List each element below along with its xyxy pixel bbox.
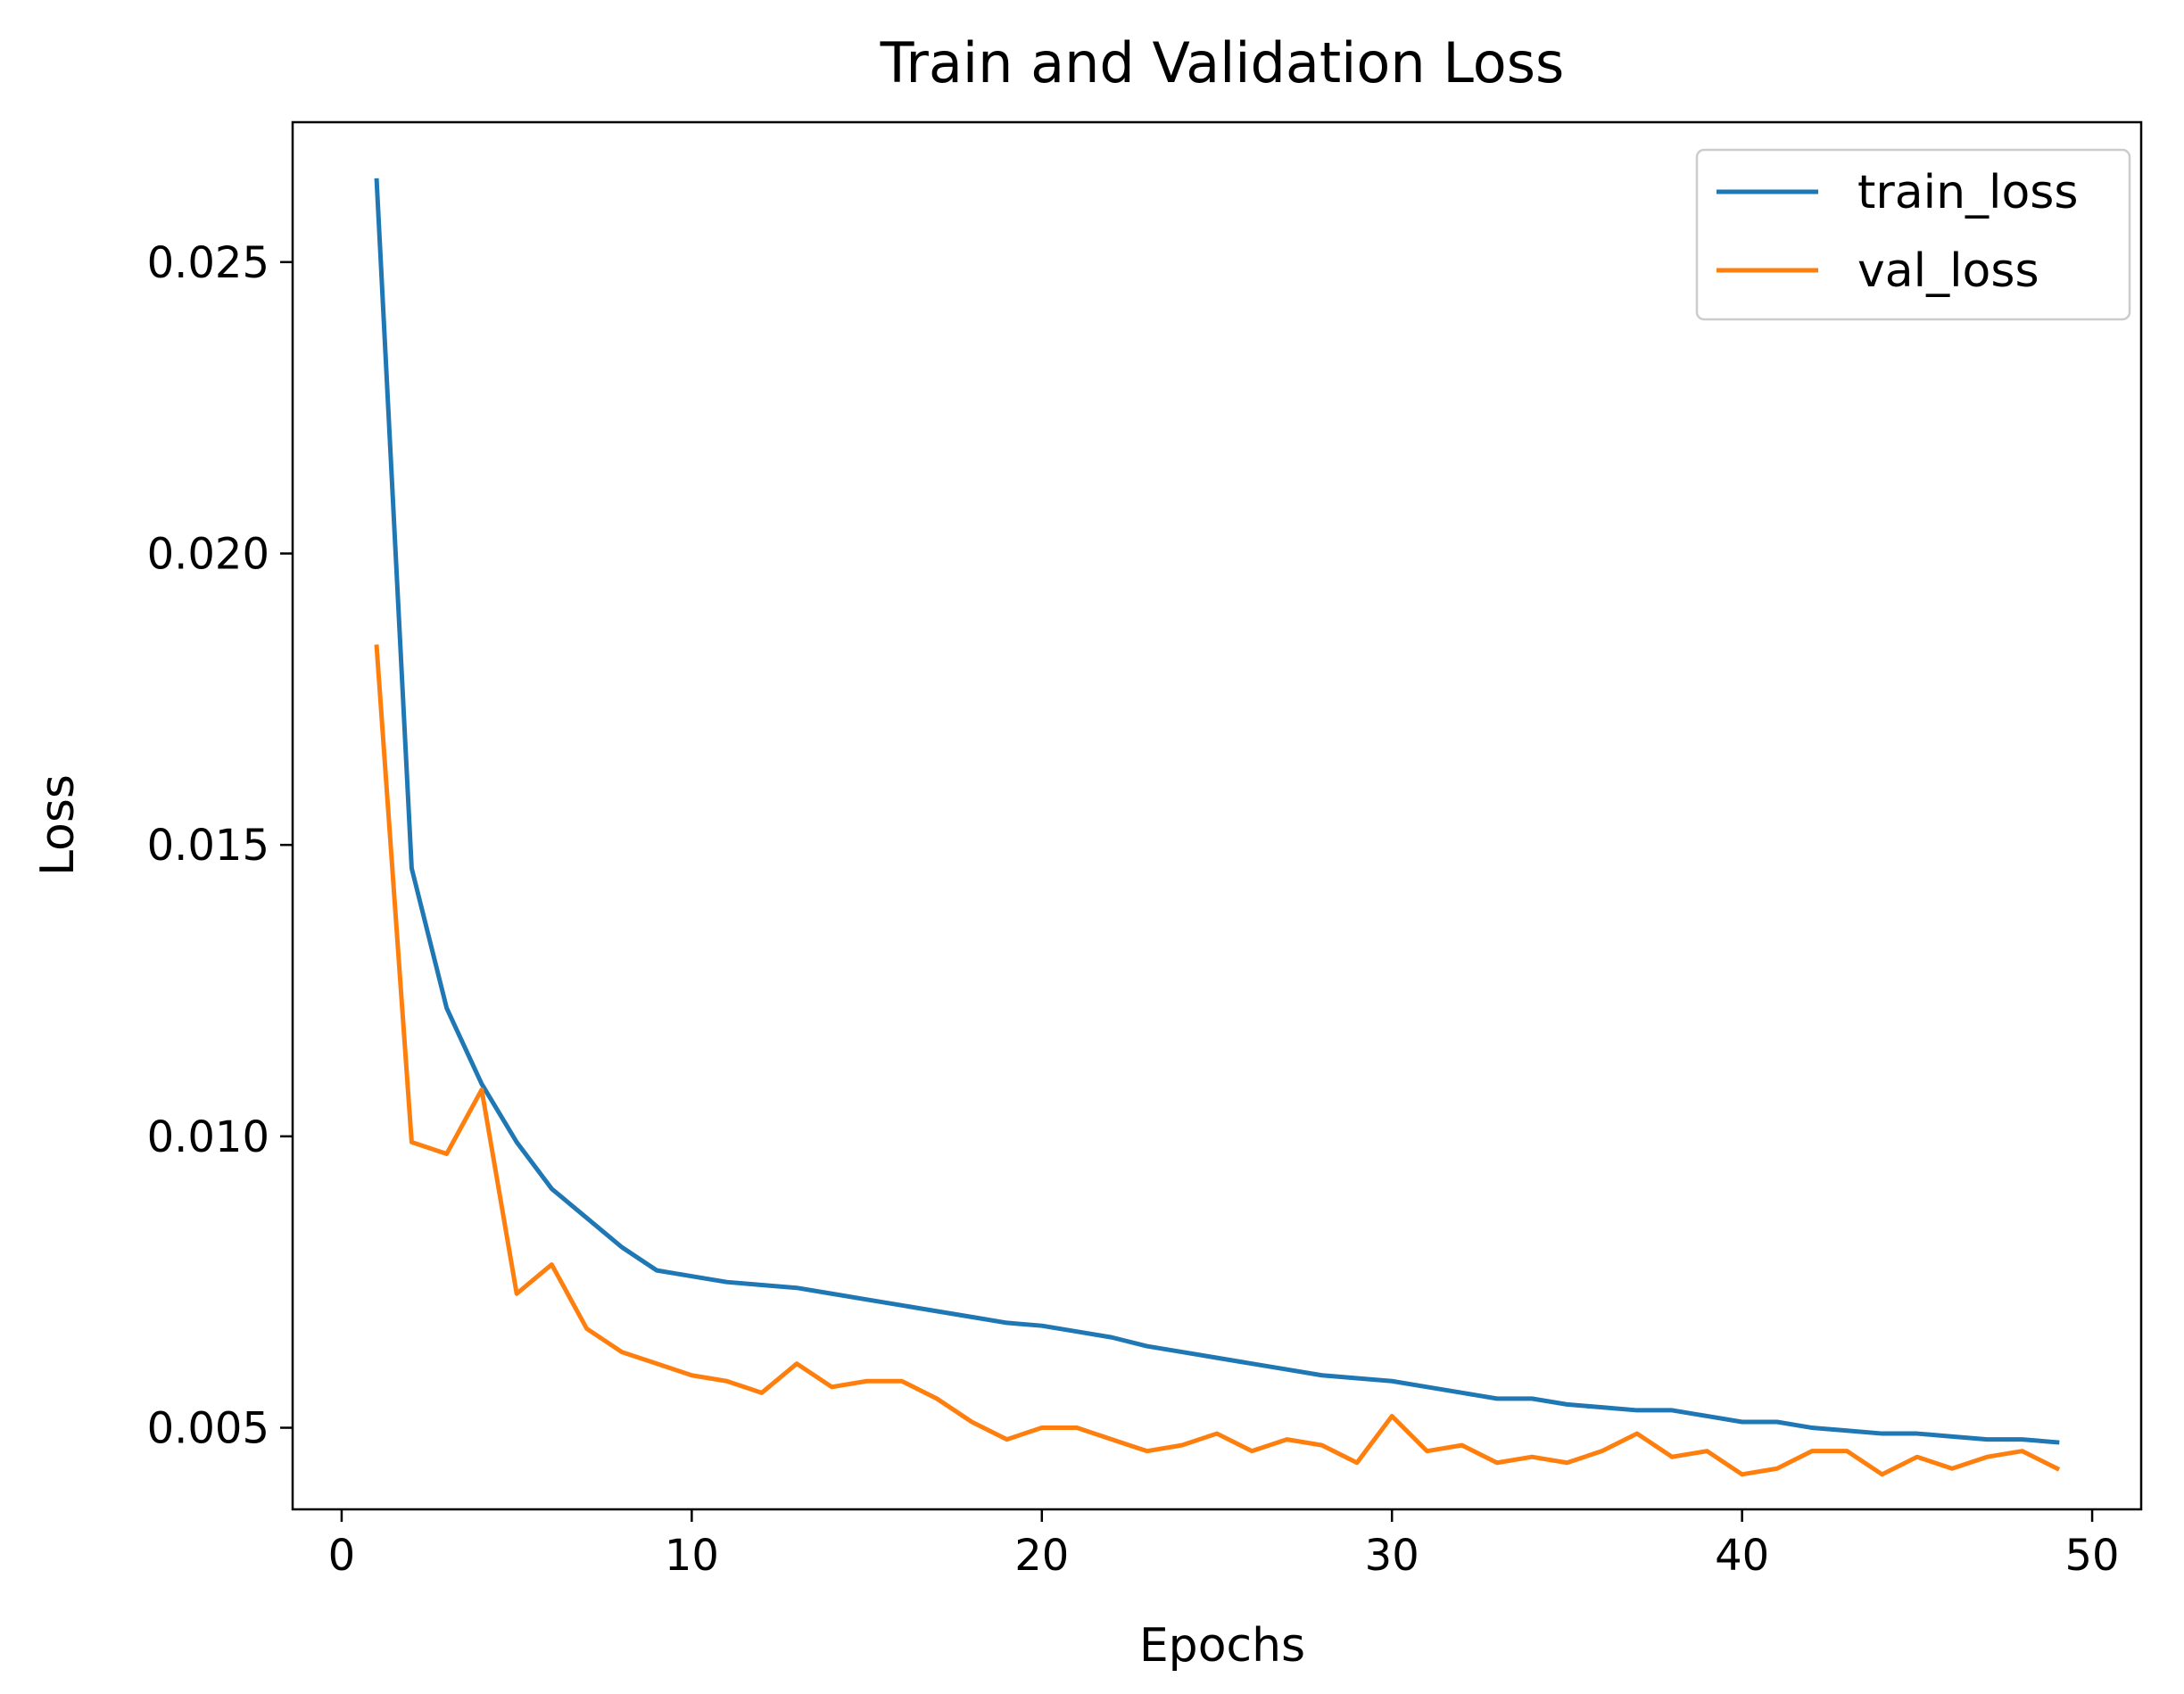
axes-layer: 0 10 20 30 40 50 0.005 0.010 0.015 0.020 0.025 [147,120,2143,1581]
y-tick-label: 0.005 [147,1404,269,1454]
chart-title: Train and Validation Loss [880,30,1565,95]
y-tick-label: 0.010 [147,1112,269,1162]
legend-label-val-loss: val_loss [1857,244,2039,298]
y-tick-label: 0.020 [147,529,269,579]
legend: train_loss val_loss [1695,148,2131,321]
x-tick-label: 40 [1715,1531,1769,1581]
plot-frame [291,120,2143,1511]
y-tick-label: 0.025 [147,238,269,288]
x-tick-label: 0 [328,1531,356,1581]
x-tick-label: 10 [665,1531,719,1581]
x-tick-label: 50 [2065,1531,2120,1581]
series-layer [374,178,2061,1477]
x-axis-label: Epochs [1139,1619,1305,1673]
x-tick-label: 30 [1365,1531,1419,1581]
y-tick-label: 0.015 [147,821,269,871]
y-axis-label: Loss [31,774,85,876]
legend-label-train-loss: train_loss [1857,166,2078,219]
series-line-val-loss [374,644,2061,1477]
series-line-train-loss [374,178,2060,1445]
x-tick-label: 20 [1014,1531,1069,1581]
